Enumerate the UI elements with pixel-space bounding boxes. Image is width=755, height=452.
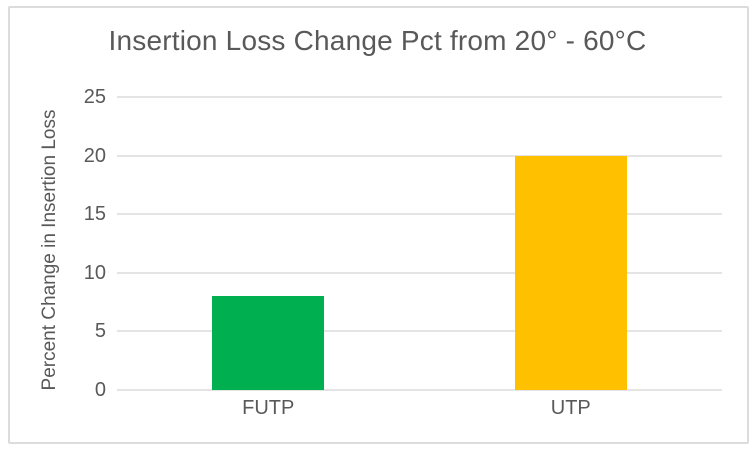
gridline (117, 154, 722, 157)
x-axis-labels: FUTP UTP (117, 397, 722, 420)
gridline (117, 213, 722, 216)
y-tick-label: 25 (83, 86, 106, 108)
gridline (117, 271, 722, 274)
y-tick-label: 5 (94, 320, 106, 343)
bar-slot (420, 97, 723, 390)
y-axis-ticks: 0 5 10 15 20 25 (40, 87, 106, 400)
y-tick-label: 15 (83, 203, 106, 226)
gridline (117, 96, 722, 98)
bar-utp (514, 155, 627, 390)
x-axis-label-utp: UTP (550, 397, 591, 419)
chart-title: Insertion Loss Change Pct from 20° - 60°… (108, 25, 647, 56)
x-axis-label-futp: FUTP (242, 397, 295, 419)
y-tick-label: 0 (94, 379, 106, 401)
y-tick-label: 10 (83, 261, 106, 284)
gridlines (117, 96, 722, 391)
bar-slot (117, 97, 420, 390)
gridline (117, 389, 722, 391)
bars (117, 97, 722, 390)
bar-futp (212, 296, 325, 390)
plot-area (117, 96, 722, 391)
gridline (117, 330, 722, 333)
y-tick-label: 20 (83, 144, 106, 167)
